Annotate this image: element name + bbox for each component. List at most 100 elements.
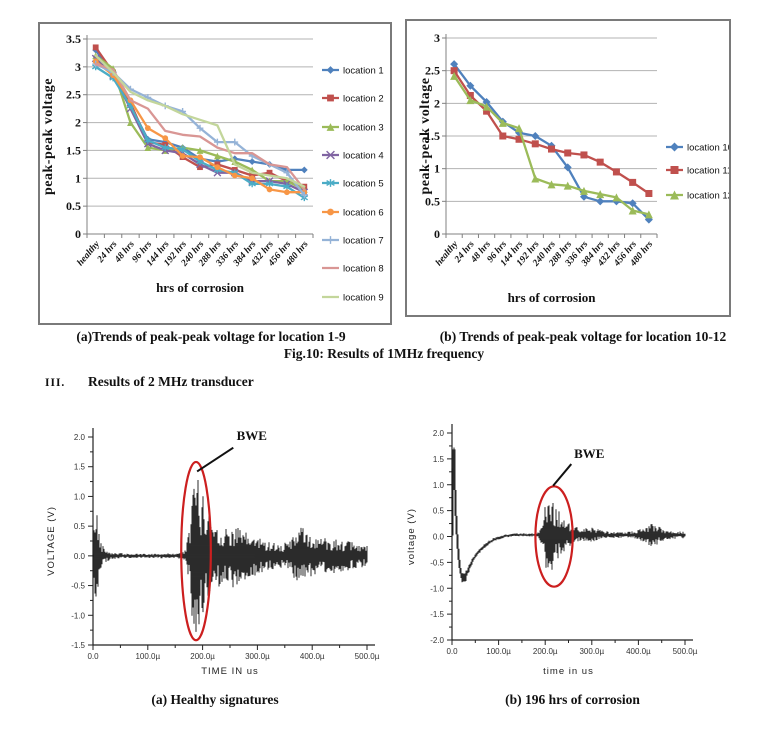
chart-text: location 3 [343,123,384,134]
x-axis-title: time in us [543,666,594,677]
plus-marker [300,191,308,199]
chart-text: location 10 [687,143,729,154]
chart-text: 300.0µ [245,652,270,661]
plus-marker [231,138,239,146]
diamond-marker [531,132,540,140]
triangle-marker [466,96,475,105]
circle-marker [144,125,151,132]
square-marker [612,168,620,176]
triangle-marker [498,118,507,127]
y-axis-title: VOLTAGE (V) [46,506,57,576]
asterisk-marker [283,183,291,191]
square-marker [92,44,99,51]
y-axis-title: peak-peak voltage [418,78,433,195]
square-marker [266,169,273,176]
square-marker [466,91,474,99]
triangle-marker [144,144,152,152]
chart-text: location 5 [343,179,384,190]
series-location-10 [450,60,653,224]
chart-text: 3 [434,31,440,45]
axes: 0 0.5 1 1.5 2 2.5 3 [425,31,658,241]
triangle-marker [531,174,540,183]
figure11b-chart: -2.0 -1.5 -1.0 -0.5 0.0 0.5 1.0 1.5 2.0 0.0 100.0µ… [405,418,740,690]
series [91,44,309,202]
diamond-marker [450,60,459,69]
square-marker [548,145,555,153]
bwe-annotation: BWE [180,428,267,642]
chart-text: location 9 [343,293,384,304]
figure10a-caption: (a)Trends of peak-peak voltage for locat… [76,329,346,344]
chart-text: location 12 [687,191,729,202]
chart-text: 2 [75,116,81,130]
square-marker [499,132,507,140]
chart-text: 0.5 [433,507,445,516]
chart-text: 500.0µ [355,652,380,661]
section-title: Results of 2 MHz transducer [88,374,254,389]
figure11b-caption: (b) 196 hrs of corrosion [505,692,640,707]
asterisk-marker [248,180,256,188]
series-location-11 [450,67,653,197]
bwe-ellipse [534,485,574,588]
square-marker [531,140,539,148]
chart-text: 2.0 [433,429,445,438]
circle-marker [197,154,203,161]
diamond-marker [300,166,308,174]
chart-text: -2.0 [430,636,444,645]
diamond-marker [563,163,572,172]
diamond-marker [628,199,637,208]
diamond-marker [596,197,605,206]
diamond-marker [670,142,679,152]
triangle-marker [579,186,588,195]
circle-marker [179,153,186,159]
diamond-marker [466,81,475,90]
diamond-marker [248,158,256,165]
plus-marker [213,138,221,146]
triangle-marker [628,206,637,215]
triangle-marker [326,123,335,131]
y-axis-title: peak-peak voltage [41,78,56,195]
triangle-marker [644,210,653,219]
chart-text: 0 [75,227,81,241]
square-marker [327,94,334,102]
asterisk-marker [265,180,274,188]
triangle-marker [482,102,491,111]
circle-marker [214,164,221,171]
circle-marker [266,186,273,193]
chart-text: 200.0µ [533,647,558,656]
triangle-marker [196,147,204,154]
chart-text: 1 [75,171,81,185]
plus-marker [196,124,204,132]
figure11a-chart: -1.5 -1.0 -0.5 0.0 0.5 1.0 1.5 2.0 0.0 100.0µ 200.… [40,418,390,690]
diamond-marker [482,98,491,107]
chart-text: location 8 [343,264,384,275]
square-marker [645,189,653,197]
circle-marker [249,175,256,182]
circle-marker [162,135,169,142]
chart-text: -1.5 [430,610,444,619]
square-marker [564,149,572,157]
chart-text: 400.0µ [626,647,651,656]
chart-text: 0.5 [74,522,86,531]
asterisk-marker [326,179,335,187]
chart-text: 500.0µ [673,647,698,656]
section-numeral: III. [45,377,66,389]
x-marker [326,150,335,160]
waveform-trace [451,447,686,583]
square-marker [197,164,203,171]
legend: location 10 location 11 location 12 [666,142,729,202]
chart-text: 0.0 [87,652,99,661]
series-location-12 [450,71,653,219]
x-axis-title: hrs of corrosion [156,280,245,295]
asterisk-marker [161,144,169,152]
triangle-marker [612,193,621,202]
triangle-marker [450,71,459,80]
y-axis-title: voltage (V) [406,508,417,565]
chart-text: 1 [434,162,440,176]
chart-text: 3 [75,60,81,74]
figure10-main-caption: Fig.10: Results of 1MHz frequency [283,346,485,361]
chart-text: 300.0µ [579,647,604,656]
chart-text: 0.0 [446,647,458,656]
chart-text: 0.5 [66,199,81,213]
chart-text: 1.0 [433,481,445,490]
